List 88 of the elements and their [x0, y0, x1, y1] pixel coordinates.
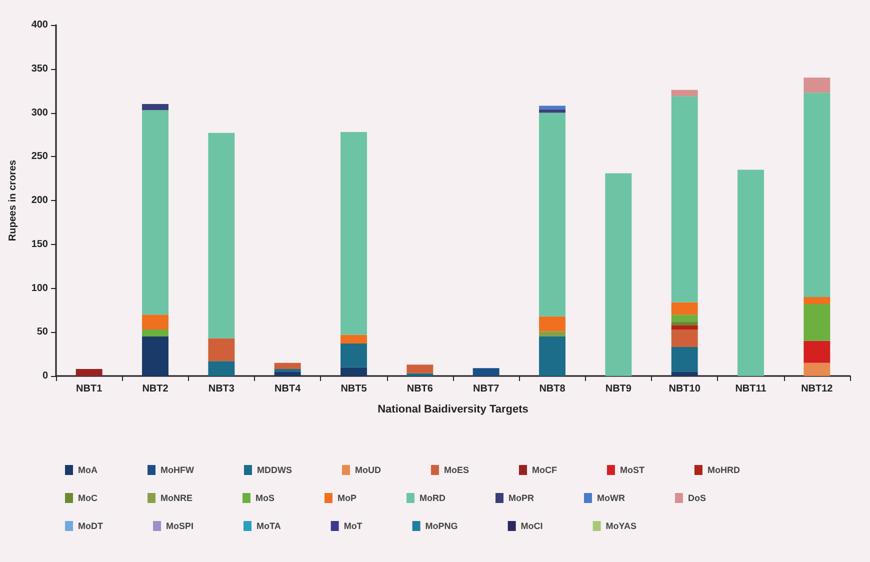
legend-label: MoP: [337, 493, 356, 503]
bar: [671, 322, 698, 326]
bar: [340, 344, 367, 368]
y-tick-label: 100: [31, 282, 48, 294]
x-tick-label: NBT8: [539, 384, 566, 394]
bar: [142, 110, 168, 315]
legend-label: MoC: [78, 493, 98, 503]
x-tick-label: NBT9: [605, 384, 632, 394]
legend-label: MoPNG: [425, 521, 458, 531]
y-axis-title: Rupees in crores: [8, 159, 18, 242]
bar: [804, 304, 830, 341]
bar: [142, 314, 168, 330]
bar: [671, 314, 698, 322]
legend-label: MoRD: [419, 493, 446, 503]
legend-label: MoCF: [532, 465, 558, 475]
x-tick-label: NBT2: [142, 384, 169, 394]
bar: [340, 367, 367, 376]
bar: [804, 362, 830, 376]
bar: [738, 170, 764, 376]
legend-label: MDDWS: [256, 465, 292, 475]
x-tick-label: NBT1: [76, 384, 103, 394]
y-tick-label: 300: [31, 107, 48, 118]
x-tick-label: NBT12: [801, 384, 834, 394]
bar: [671, 96, 698, 302]
bar: [671, 347, 698, 372]
bar: [208, 338, 235, 362]
bar: [406, 364, 434, 374]
legend-label: MoES: [444, 465, 469, 475]
bar: [274, 372, 301, 376]
bar: [208, 361, 235, 376]
y-tick-label: 400: [31, 20, 48, 30]
legend-label: MoDT: [78, 521, 104, 531]
y-tick-label: 50: [36, 326, 48, 338]
y-tick-label: 350: [31, 63, 48, 74]
x-tick-label: NBT6: [406, 384, 434, 394]
bar: [539, 109, 566, 113]
y-tick-label: 150: [31, 238, 48, 250]
legend-label: DoS: [688, 493, 706, 503]
x-tick-label: NBT4: [274, 384, 302, 394]
y-tick-label: 200: [31, 195, 48, 206]
bar: [804, 92, 830, 298]
bar: [340, 132, 367, 335]
bar: [671, 372, 698, 376]
bar: [539, 316, 566, 332]
bar: [142, 329, 168, 337]
y-tick-label: 0: [42, 370, 48, 382]
bar: [208, 132, 235, 338]
bar: [671, 329, 698, 348]
bar: [804, 78, 830, 93]
bar: [804, 297, 830, 304]
bar: [472, 368, 500, 376]
x-tick-label: NBT7: [473, 384, 500, 394]
bar: [671, 90, 698, 96]
bar: [671, 325, 698, 330]
bar: [142, 104, 168, 110]
bar: [539, 336, 566, 376]
legend-label: MoT: [344, 521, 363, 531]
legend-label: MoWR: [596, 493, 626, 503]
bar: [605, 173, 632, 376]
bar: [274, 362, 301, 369]
legend-label: MoNRE: [160, 493, 192, 503]
y-tick-label: 250: [31, 151, 48, 162]
x-axis-title: National Baidiversity Targets: [378, 404, 528, 416]
legend-label: MoCI: [520, 521, 543, 531]
legend-label: MoTA: [256, 521, 282, 531]
legend-label: MoS: [255, 493, 274, 503]
x-tick-label: NBT3: [208, 384, 235, 394]
legend-label: MoYAS: [606, 521, 636, 531]
bar: [142, 336, 168, 376]
legend-label: MoPR: [508, 493, 534, 503]
legend-label: MoHFW: [160, 465, 194, 475]
x-tick-label: NBT5: [340, 384, 368, 394]
legend-label: MoA: [78, 465, 98, 475]
bar: [274, 368, 301, 372]
bar: [340, 334, 367, 344]
legend-label: MoUD: [354, 465, 382, 475]
legend-label: MoHRD: [707, 465, 740, 475]
legend-label: MoST: [620, 465, 645, 475]
bar: [804, 340, 830, 363]
bar: [539, 112, 566, 316]
legend-label: MoSPI: [166, 521, 194, 531]
bar: [539, 106, 566, 110]
x-tick-label: NBT10: [668, 384, 701, 394]
bar: [406, 373, 434, 376]
bar: [671, 302, 698, 315]
bar: [76, 368, 102, 376]
x-tick-label: NBT11: [735, 384, 767, 394]
bar: [539, 331, 566, 337]
